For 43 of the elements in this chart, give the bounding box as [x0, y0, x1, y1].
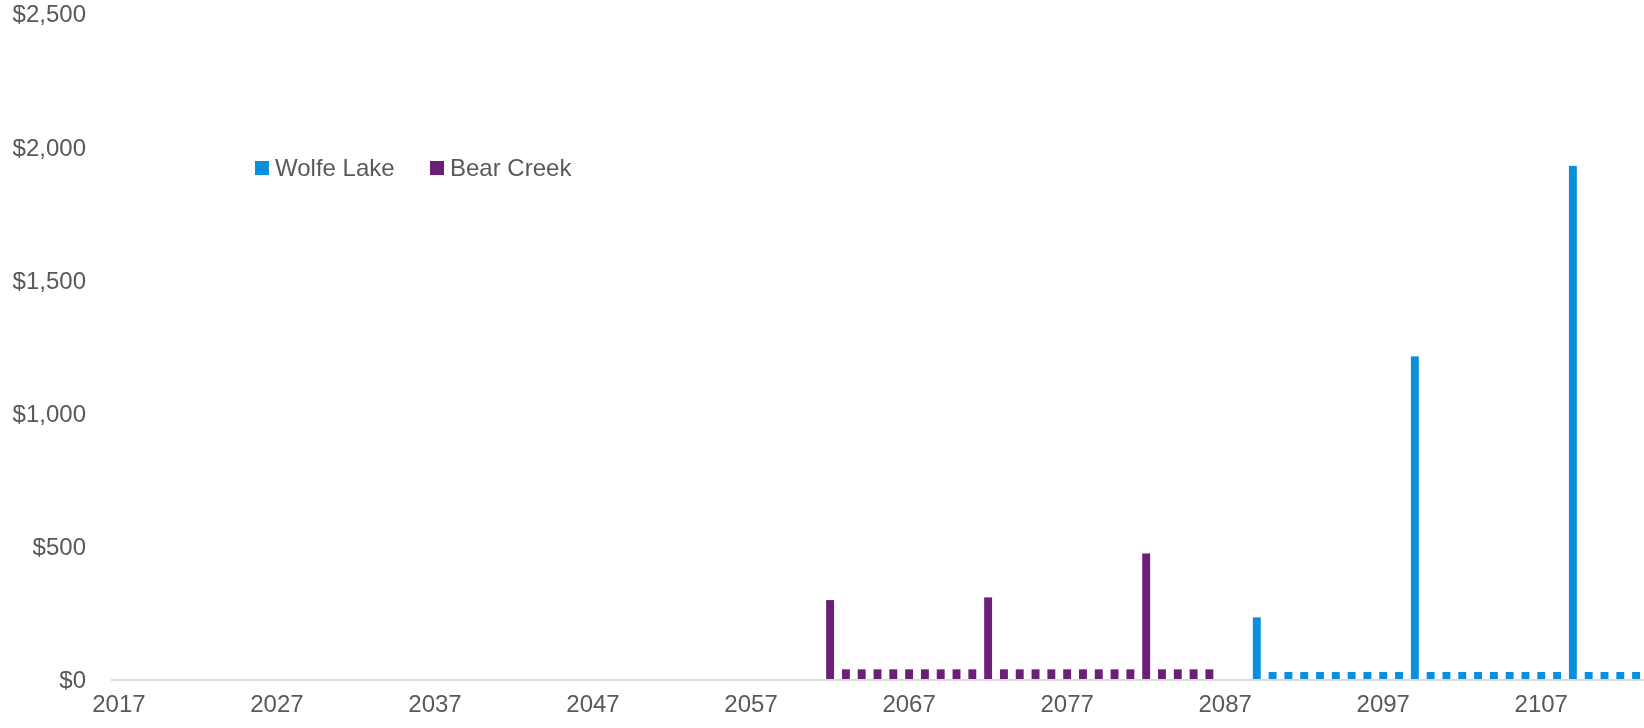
bar: [1047, 669, 1056, 680]
bar: [1205, 669, 1214, 680]
y-tick-label: $0: [59, 666, 86, 694]
bar: [920, 669, 929, 680]
bar: [999, 669, 1008, 680]
bar: [1079, 669, 1087, 680]
bar: [1189, 669, 1198, 680]
legend-label: Bear Creek: [450, 154, 573, 182]
bar: [1110, 669, 1119, 680]
y-tick-label: $1,000: [12, 400, 86, 427]
x-tick-label: 2027: [250, 690, 304, 717]
bar: [905, 669, 914, 680]
x-tick-label: 2057: [724, 690, 778, 717]
x-tick-label: 2037: [408, 690, 462, 717]
x-tick-label: 2097: [1356, 690, 1410, 717]
y-tick-label: $1,500: [12, 266, 86, 294]
y-tick-label: $500: [32, 533, 86, 561]
x-tick-label: 2047: [566, 690, 620, 717]
bar: [1015, 669, 1024, 680]
bar: [1126, 669, 1135, 680]
bar: [841, 669, 850, 680]
bar: [1063, 669, 1072, 680]
bar: [936, 669, 945, 680]
legend-label: Wolfe Lake: [275, 154, 395, 182]
bar: [984, 597, 993, 680]
x-tick-label: 2067: [882, 690, 936, 717]
x-tick-label: 2107: [1514, 690, 1568, 717]
bar: [1142, 553, 1151, 680]
x-tick-label: 2087: [1198, 690, 1252, 717]
bar: [889, 669, 898, 680]
bar: [857, 669, 866, 680]
x-tick-label: 2077: [1040, 690, 1094, 717]
x-tick-label: 2017: [92, 690, 146, 717]
bar: [1568, 165, 1577, 680]
bar: [1094, 669, 1103, 680]
bar: [1173, 669, 1182, 680]
bar: [1410, 356, 1419, 680]
bar: [968, 669, 977, 680]
y-tick-label: $2,500: [12, 0, 86, 28]
y-tick-label: $2,000: [12, 133, 86, 161]
bar: [1158, 669, 1166, 680]
bar: [826, 600, 835, 680]
bar: [1252, 617, 1261, 680]
